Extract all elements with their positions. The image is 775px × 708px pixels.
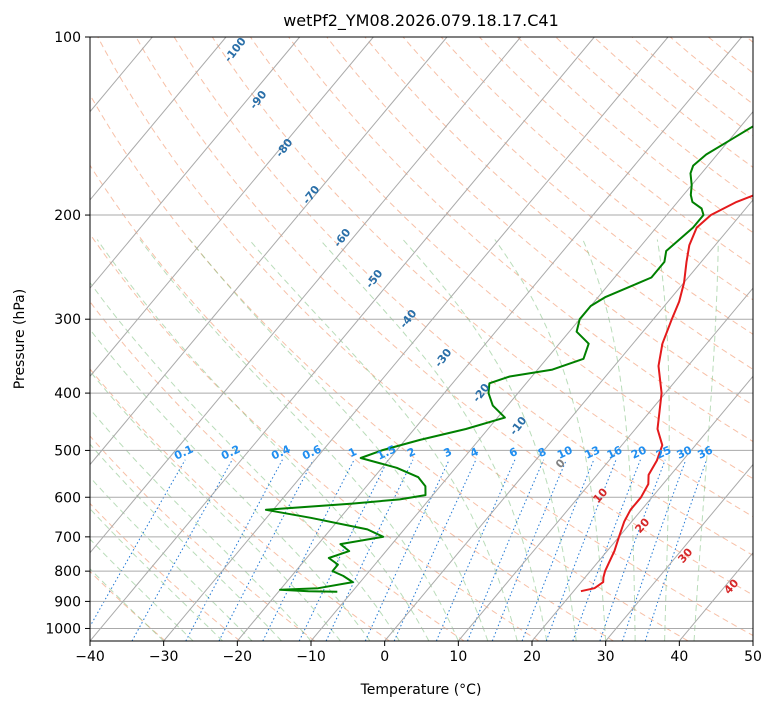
temperature-profile bbox=[580, 194, 753, 593]
moist-adiabat bbox=[90, 281, 400, 641]
moist-adiabat bbox=[189, 239, 489, 641]
plot-frame bbox=[89, 36, 754, 642]
isotherm-gridline bbox=[531, 375, 753, 641]
isotherm-gridline bbox=[457, 287, 753, 641]
grid-lines bbox=[90, 37, 753, 641]
x-tick-label: −10 bbox=[296, 649, 326, 665]
mixing-ratio-line bbox=[90, 459, 186, 628]
mixing-ratio-label: 20 bbox=[629, 443, 649, 461]
mixing-ratio-label: 16 bbox=[605, 443, 625, 461]
dry-adiabat bbox=[364, 37, 753, 370]
x-axis: −40 −30 −20 −10 0 10 20 30 40 50 bbox=[75, 641, 762, 665]
dry-adiabat bbox=[326, 37, 753, 406]
x-tick-label: 30 bbox=[597, 649, 615, 665]
isotherm-gridline bbox=[384, 199, 753, 641]
dry-adiabat bbox=[135, 37, 753, 596]
dry-adiabat bbox=[90, 93, 689, 641]
mixing-ratio-label: 25 bbox=[654, 444, 673, 462]
moist-adiabat bbox=[96, 239, 430, 641]
x-tick-label: 10 bbox=[449, 649, 467, 665]
mixing-ratio-line bbox=[131, 459, 233, 641]
isotherm-gridline bbox=[236, 37, 743, 641]
moist-adiabat bbox=[248, 239, 518, 641]
y-axis: 100 200 300 400 500 600 700 800 900 1000 bbox=[45, 30, 90, 637]
mixing-ratio-line bbox=[298, 459, 389, 641]
y-axis-label: Pressure (hPa) bbox=[12, 289, 28, 389]
y-tick-label: 200 bbox=[54, 208, 81, 224]
moist-adiabat bbox=[90, 408, 312, 641]
moist-adiabat bbox=[319, 239, 548, 641]
y-tick-label: 1000 bbox=[45, 621, 81, 637]
dry-adiabat bbox=[593, 37, 753, 168]
isotherm-gridline bbox=[90, 37, 448, 466]
dry-adiabat bbox=[440, 37, 753, 301]
moist-adiabat bbox=[90, 508, 223, 641]
dry-adiabat bbox=[211, 37, 753, 518]
mixing-ratio-line bbox=[491, 459, 567, 641]
y-tick-label: 900 bbox=[54, 594, 81, 610]
mixing-ratio-line bbox=[467, 459, 545, 641]
dry-adiabat bbox=[402, 37, 753, 335]
x-tick-label: 50 bbox=[744, 649, 762, 665]
chart-title: wetPf2_YM08.2026.079.18.17.C41 bbox=[283, 11, 559, 31]
dry-adiabat bbox=[288, 37, 753, 443]
y-tick-label: 600 bbox=[54, 490, 81, 506]
mixing-ratio-label: 36 bbox=[695, 443, 715, 461]
y-tick-label: 800 bbox=[54, 564, 81, 580]
mixing-ratio-label: 13 bbox=[583, 444, 602, 462]
mixing-ratio-line bbox=[262, 459, 355, 641]
mixing-ratio-line bbox=[364, 459, 450, 641]
isotherm-gridline bbox=[605, 463, 753, 641]
dry-adiabat bbox=[555, 37, 753, 201]
mixing-ratio-line bbox=[572, 459, 641, 641]
mixing-ratio-label: 10 bbox=[555, 443, 575, 461]
moist-adiabat bbox=[139, 239, 459, 641]
dry-adiabat bbox=[90, 300, 465, 641]
isotherm-gridline bbox=[90, 37, 301, 289]
series-lines bbox=[264, 125, 753, 593]
dewpoint-profile bbox=[264, 125, 753, 593]
moist-adiabat bbox=[90, 328, 371, 641]
isotherm-gridline bbox=[90, 37, 595, 641]
dry-adiabat bbox=[97, 37, 753, 637]
x-tick-label: −30 bbox=[149, 649, 179, 665]
x-tick-label: 40 bbox=[670, 649, 688, 665]
y-tick-label: 400 bbox=[54, 386, 81, 402]
dry-adiabat bbox=[90, 368, 390, 641]
mixing-ratio-line bbox=[599, 459, 666, 641]
isotherm-gridline bbox=[90, 37, 522, 554]
background-lines bbox=[90, 37, 753, 641]
x-tick-label: −20 bbox=[223, 649, 253, 665]
y-tick-label: 500 bbox=[54, 443, 81, 459]
dry-adiabat bbox=[90, 164, 614, 641]
dry-adiabat bbox=[249, 37, 753, 480]
isotherm-gridline bbox=[163, 37, 669, 641]
x-tick-label: 0 bbox=[380, 649, 389, 665]
dry-adiabat bbox=[173, 37, 753, 556]
isotherm-gridline bbox=[90, 37, 227, 201]
mixing-ratio-line bbox=[435, 459, 516, 641]
moist-adiabat bbox=[90, 443, 282, 641]
moist-adiabat bbox=[90, 476, 253, 641]
isotherm-gridline bbox=[310, 110, 753, 641]
dry-adiabat bbox=[90, 233, 540, 641]
y-tick-label: 100 bbox=[54, 30, 81, 46]
moist-adiabat bbox=[90, 538, 194, 641]
dry-adiabat bbox=[90, 502, 241, 641]
mixing-ratio-label: 30 bbox=[675, 443, 695, 461]
x-tick-label: 20 bbox=[523, 649, 541, 665]
x-tick-label: −40 bbox=[75, 649, 105, 665]
moist-adiabat bbox=[494, 239, 607, 641]
moist-adiabat bbox=[402, 239, 577, 641]
mixing-ratio-line bbox=[325, 459, 414, 641]
y-tick-label: 700 bbox=[54, 530, 81, 546]
moist-adiabat bbox=[90, 568, 165, 641]
isotherm-gridline bbox=[90, 37, 374, 378]
x-axis-label: Temperature (°C) bbox=[360, 682, 482, 698]
y-tick-label: 300 bbox=[54, 312, 81, 328]
mixing-ratio-line bbox=[521, 459, 595, 641]
mixing-ratio-line bbox=[393, 459, 477, 641]
